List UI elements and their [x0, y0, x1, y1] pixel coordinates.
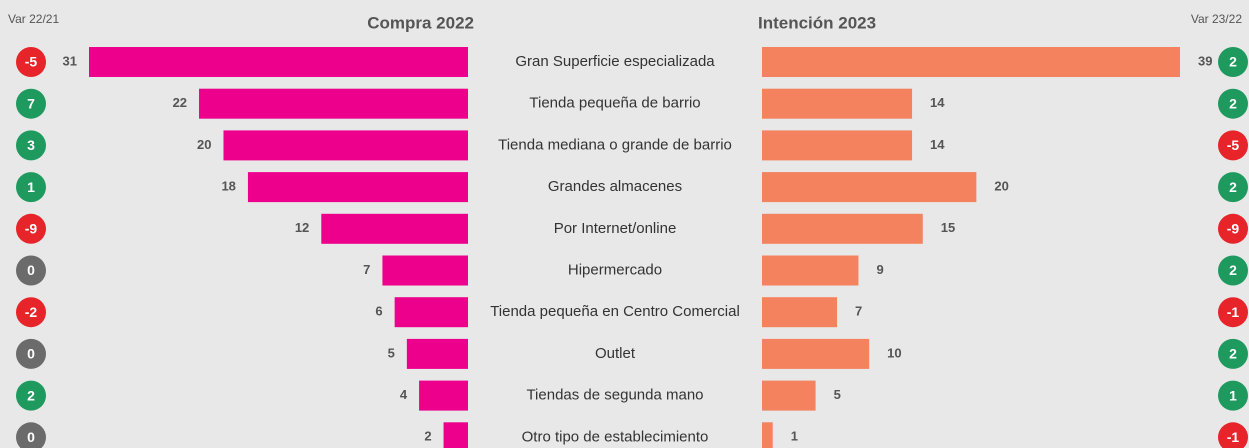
change-badge — [1218, 422, 1248, 448]
change-value: 2 — [1229, 95, 1237, 111]
change-value: 7 — [27, 95, 35, 111]
bar — [762, 213, 923, 244]
bar — [382, 255, 468, 286]
value-label: 22 — [173, 95, 187, 110]
change-badge — [1218, 88, 1248, 119]
value-label: 14 — [930, 95, 945, 110]
bar — [762, 130, 913, 161]
value-label: 9 — [876, 262, 883, 277]
bar — [247, 172, 468, 203]
value-label: 5 — [834, 387, 841, 402]
value-label: 20 — [197, 137, 211, 152]
bar — [762, 172, 977, 203]
change-value: -5 — [25, 54, 38, 70]
bar — [419, 380, 468, 411]
change-label: Var 23/22 — [1191, 12, 1242, 26]
change-value: 0 — [27, 429, 35, 445]
change-badge — [16, 88, 46, 119]
change-badge — [16, 255, 46, 286]
change-badge — [16, 422, 46, 448]
series-title: Intención 2023 — [758, 13, 876, 32]
value-label: 20 — [994, 179, 1008, 194]
change-badge — [1218, 338, 1248, 369]
category-label: Outlet — [595, 345, 636, 362]
value-label: 14 — [930, 137, 945, 152]
bar — [762, 338, 870, 369]
category-label: Otro tipo de establecimiento — [522, 428, 709, 445]
value-label: 39 — [1198, 53, 1212, 68]
change-value: 2 — [1229, 54, 1237, 70]
value-label: 1 — [791, 429, 798, 444]
change-value: 2 — [27, 387, 35, 403]
bar — [762, 380, 816, 411]
bar — [199, 88, 468, 119]
bar — [89, 47, 468, 77]
value-label: 15 — [941, 220, 955, 235]
value-label: 6 — [375, 304, 382, 319]
category-label: Tienda pequeña de barrio — [529, 95, 700, 112]
change-badge — [16, 172, 46, 203]
bar — [394, 297, 468, 328]
bar — [762, 297, 838, 328]
change-badge — [1218, 255, 1248, 286]
change-value: 2 — [1229, 346, 1237, 362]
change-badge — [1218, 47, 1248, 77]
change-badge — [16, 338, 46, 369]
change-badge — [1218, 297, 1248, 328]
change-value: 0 — [27, 346, 35, 362]
category-label: Tiendas de segunda mano — [526, 387, 703, 404]
category-label: Hipermercado — [568, 261, 662, 278]
change-value: 0 — [27, 262, 35, 278]
change-value: -2 — [25, 304, 38, 320]
series-title: Compra 2022 — [367, 13, 474, 32]
bar — [443, 422, 468, 448]
change-value: 1 — [27, 179, 35, 195]
change-badge — [1218, 172, 1248, 203]
bar — [762, 88, 913, 119]
bar — [321, 213, 468, 244]
change-value: 1 — [1229, 387, 1237, 403]
category-label: Tienda mediana o grande de barrio — [498, 136, 732, 153]
change-value: 2 — [1229, 179, 1237, 195]
value-label: 12 — [295, 220, 309, 235]
value-label: 2 — [424, 429, 431, 444]
change-label: Var 22/21 — [8, 12, 59, 26]
change-value: 3 — [27, 137, 35, 153]
change-badge — [16, 380, 46, 411]
bar — [762, 422, 773, 448]
value-label: 18 — [221, 179, 235, 194]
bar — [223, 130, 468, 161]
change-badge — [16, 47, 46, 77]
change-badge — [16, 297, 46, 328]
category-label: Tienda pequeña en Centro Comercial — [490, 303, 740, 320]
value-label: 7 — [855, 304, 862, 319]
change-value: -5 — [1227, 137, 1240, 153]
change-badge — [16, 130, 46, 161]
change-value: -1 — [1227, 304, 1240, 320]
value-label: 5 — [388, 345, 395, 360]
change-value: 2 — [1229, 262, 1237, 278]
change-badge — [1218, 380, 1248, 411]
value-label: 10 — [887, 345, 901, 360]
category-label: Por Internet/online — [554, 220, 677, 237]
change-value: -9 — [1227, 221, 1240, 237]
change-badge — [1218, 213, 1248, 244]
bar — [762, 255, 859, 286]
category-label: Grandes almacenes — [548, 178, 682, 195]
change-badge — [1218, 130, 1248, 161]
value-label: 4 — [400, 387, 408, 402]
value-label: 31 — [63, 53, 77, 68]
category-label: Gran Superficie especializada — [515, 53, 715, 70]
change-value: -1 — [1227, 429, 1240, 445]
value-label: 7 — [363, 262, 370, 277]
change-value: -9 — [25, 221, 38, 237]
bar — [762, 47, 1180, 77]
bar — [406, 338, 468, 369]
change-badge — [16, 213, 46, 244]
